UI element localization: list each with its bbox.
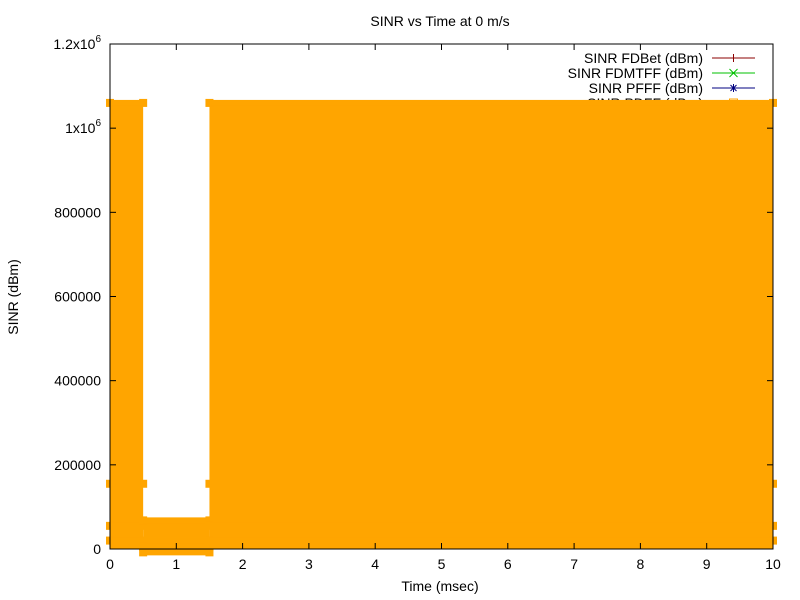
data-line <box>143 549 210 556</box>
x-tick-label: 2 <box>239 556 247 572</box>
y-tick-label: 600000 <box>54 289 101 305</box>
y-tick-label-base: 1x10 <box>65 120 96 136</box>
y-tick-label: 0 <box>93 541 101 557</box>
y-axis-label: SINR (dBm) <box>5 259 21 334</box>
y-tick-label: 1.2x106 <box>53 34 101 52</box>
legend-marker-star <box>729 84 738 92</box>
x-tick-label: 3 <box>305 556 313 572</box>
legend-entry: SINR FDMTFF (dBm) <box>568 65 755 81</box>
series-layer <box>106 98 777 557</box>
x-tick-label: 10 <box>765 556 781 572</box>
y-tick-label-base: 800000 <box>54 204 101 220</box>
x-tick-label: 0 <box>106 556 114 572</box>
series-pdff <box>106 98 777 557</box>
data-line <box>209 480 773 487</box>
y-tick-label-exponent: 6 <box>95 34 101 45</box>
legend-marker-plus <box>729 54 738 62</box>
series-band <box>209 102 773 550</box>
data-line <box>209 99 773 106</box>
data-line <box>143 517 210 524</box>
y-tick-label-exponent: 6 <box>95 118 101 129</box>
legend-marker-cross <box>729 68 738 78</box>
y-tick-label: 200000 <box>54 457 101 473</box>
x-tick-label: 1 <box>172 556 180 572</box>
y-tick-label: 400000 <box>54 373 101 389</box>
x-tick-label: 5 <box>438 556 446 572</box>
x-tick-label: 9 <box>703 556 711 572</box>
y-tick-label-base: 0 <box>93 541 101 557</box>
x-tick-label: 7 <box>570 556 578 572</box>
data-line <box>209 522 773 529</box>
y-tick-label: 800000 <box>54 204 101 220</box>
y-tick-label-base: 600000 <box>54 289 101 305</box>
y-tick-label-base: 200000 <box>54 457 101 473</box>
y-tick-label-base: 1.2x10 <box>53 36 95 52</box>
legend-label: SINR FDBet (dBm) <box>584 50 703 66</box>
data-line <box>110 522 144 529</box>
series-band <box>110 102 144 550</box>
legend-entry: SINR PFFF (dBm) <box>589 80 755 96</box>
legend-label: SINR FDMTFF (dBm) <box>568 65 703 81</box>
y-tick-label-base: 400000 <box>54 373 101 389</box>
x-tick-label: 4 <box>371 556 379 572</box>
ticks-layer: 0 1 2 3 4 5 6 7 8 9 10 0 200000 400000 600000 800000 1x1… <box>53 34 781 572</box>
data-line <box>110 99 144 106</box>
x-tick-label: 6 <box>504 556 512 572</box>
legend-label: SINR PFFF (dBm) <box>589 80 703 96</box>
data-line <box>110 537 144 544</box>
data-line <box>110 480 144 487</box>
data-line <box>209 537 773 544</box>
x-axis-label: Time (msec) <box>401 578 478 594</box>
x-tick-label: 8 <box>637 556 645 572</box>
legend-entry: SINR FDBet (dBm) <box>584 50 755 66</box>
y-tick-label: 1x106 <box>65 118 101 136</box>
chart-title: SINR vs Time at 0 m/s <box>370 13 509 29</box>
